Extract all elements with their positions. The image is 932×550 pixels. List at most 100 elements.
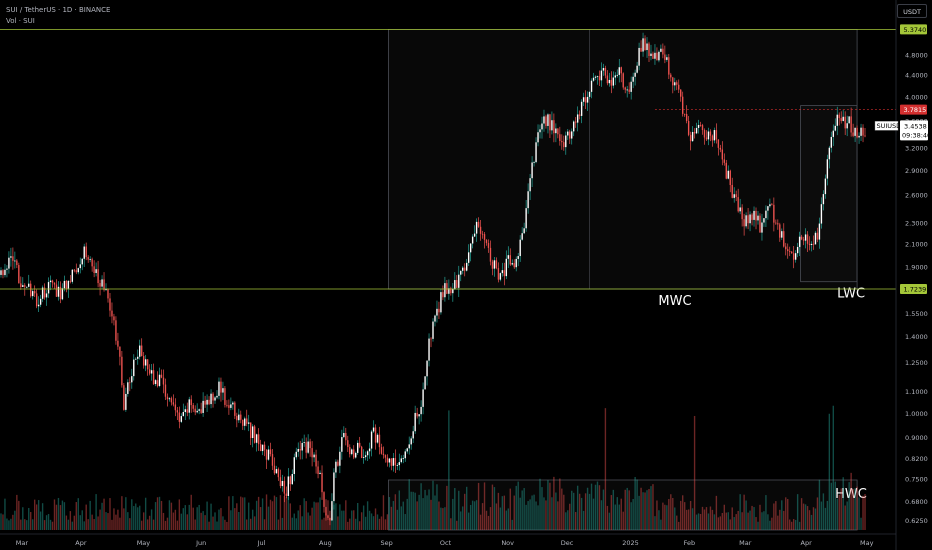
candle-body bbox=[242, 419, 244, 426]
candle-body bbox=[392, 458, 395, 466]
volume-bar bbox=[400, 506, 402, 530]
candle-body bbox=[148, 369, 151, 374]
candle-body bbox=[257, 434, 260, 445]
volume-bar bbox=[420, 483, 422, 530]
candle-body bbox=[640, 47, 642, 52]
volume-bar bbox=[111, 519, 113, 530]
volume-bar bbox=[309, 515, 311, 530]
volume-bar bbox=[220, 508, 222, 530]
volume-bar bbox=[140, 520, 143, 530]
candle-body bbox=[473, 233, 476, 237]
high-price-tag bbox=[900, 104, 927, 115]
candle-body bbox=[856, 127, 858, 138]
volume-bar bbox=[860, 517, 862, 530]
volume-bar bbox=[287, 496, 290, 530]
chart-header-volume[interactable]: Vol · SUI bbox=[6, 17, 35, 25]
volume-bar bbox=[341, 510, 343, 530]
volume-bar bbox=[630, 502, 632, 530]
candle-body bbox=[154, 380, 157, 385]
volume-bar bbox=[458, 490, 460, 530]
y-tick-label: 2.9000 bbox=[905, 167, 928, 175]
volume-bar bbox=[596, 481, 599, 530]
volume-bar bbox=[464, 493, 466, 530]
volume-bar bbox=[676, 515, 678, 530]
candle-body bbox=[787, 249, 789, 252]
volume-bar bbox=[557, 501, 559, 530]
candle-body bbox=[198, 409, 200, 411]
volume-bar bbox=[6, 518, 8, 530]
volume-bar bbox=[103, 498, 105, 530]
candle-body bbox=[347, 440, 349, 448]
chart-header-symbol[interactable]: SUI / TetherUS · 1D · BINANCE bbox=[6, 6, 111, 14]
candle-body bbox=[790, 251, 793, 254]
volume-bar bbox=[160, 500, 163, 530]
candle-body bbox=[743, 219, 745, 227]
volume-bar bbox=[790, 521, 793, 530]
candle-body bbox=[614, 75, 617, 78]
x-tick-label: Dec bbox=[561, 539, 574, 547]
volume-bar bbox=[519, 497, 521, 530]
volume-bar bbox=[249, 518, 252, 530]
volume-bar bbox=[202, 511, 204, 530]
volume-bar bbox=[719, 516, 722, 530]
last-price-tag bbox=[900, 120, 928, 141]
volume-bar bbox=[666, 505, 668, 530]
volume-bar bbox=[787, 499, 789, 530]
candle-body bbox=[606, 75, 609, 84]
volume-bar bbox=[810, 514, 813, 530]
candle-body bbox=[133, 359, 135, 377]
candle-body bbox=[711, 135, 714, 141]
candle-body bbox=[285, 493, 288, 496]
candle-body bbox=[18, 265, 20, 284]
volume-bar bbox=[360, 512, 363, 530]
candle-body bbox=[434, 315, 436, 322]
candle-body bbox=[265, 449, 268, 460]
volume-bar bbox=[695, 514, 698, 530]
volume-bar bbox=[652, 484, 654, 530]
candle-body bbox=[731, 184, 733, 198]
volume-bar bbox=[448, 410, 450, 530]
candle-body bbox=[571, 131, 573, 139]
candle-body bbox=[725, 162, 727, 179]
volume-bar bbox=[757, 521, 759, 530]
volume-bar bbox=[598, 485, 601, 530]
volume-bar bbox=[142, 512, 145, 530]
volume-bar bbox=[454, 488, 456, 530]
candle-body bbox=[687, 120, 690, 135]
candle-body bbox=[244, 418, 246, 426]
candle-body bbox=[57, 286, 60, 297]
candle-body bbox=[99, 283, 101, 287]
volume-bar bbox=[612, 489, 615, 530]
volume-bar bbox=[178, 499, 181, 530]
candle-body bbox=[422, 389, 424, 407]
volume-bar bbox=[14, 510, 16, 530]
volume-bar bbox=[432, 480, 434, 530]
candle-body bbox=[499, 273, 502, 280]
volume-bar bbox=[166, 517, 169, 530]
volume-bar bbox=[303, 498, 305, 530]
x-tick-label: Jul bbox=[257, 539, 266, 547]
volume-bar bbox=[426, 495, 428, 530]
candle-body bbox=[137, 356, 139, 359]
volume-bar bbox=[180, 513, 183, 530]
candle-body bbox=[574, 121, 577, 123]
volume-bar bbox=[20, 519, 22, 530]
candle-body bbox=[291, 474, 293, 485]
candle-body bbox=[164, 384, 167, 397]
candle-body bbox=[783, 231, 785, 247]
volume-bar bbox=[374, 508, 377, 530]
candle-body bbox=[230, 404, 232, 408]
volume-bar bbox=[392, 501, 395, 530]
volume-bar bbox=[321, 519, 323, 530]
volume-bar bbox=[378, 518, 381, 530]
currency-button[interactable]: USDT bbox=[897, 4, 927, 18]
candle-body bbox=[503, 270, 506, 277]
volume-bar bbox=[755, 517, 757, 530]
candle-body bbox=[806, 234, 809, 244]
candle-body bbox=[775, 222, 777, 224]
volume-bar bbox=[351, 510, 353, 530]
candle-body bbox=[103, 279, 105, 291]
candle-body bbox=[283, 480, 286, 494]
